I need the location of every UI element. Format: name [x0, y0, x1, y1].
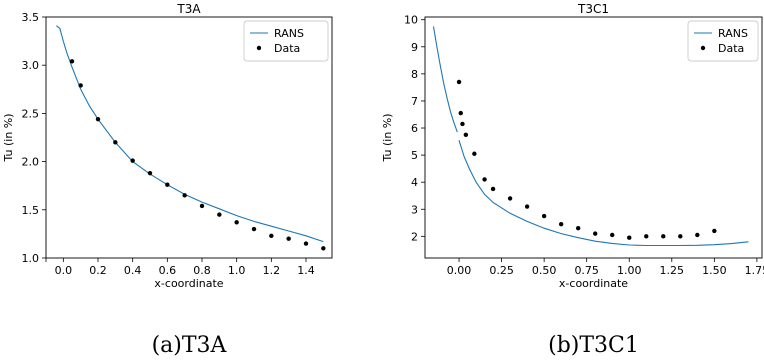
subfigure-caption: (b)T3C1 — [548, 333, 639, 358]
y-tick-label: 2.0 — [22, 156, 40, 169]
legend: RANS Data — [243, 20, 329, 62]
data-point — [113, 140, 118, 145]
legend-box — [243, 20, 329, 62]
data-point — [321, 246, 326, 251]
x-tick-label: 0.8 — [193, 264, 211, 277]
x-tick-label: 1.50 — [702, 264, 727, 277]
chart-panel-t3a: T3A x-coordinate Tu (in %) (a)T3A 0.0 0.2… — [2, 2, 333, 358]
legend-box — [687, 20, 759, 62]
legend-label: RANS — [718, 27, 748, 40]
x-tick-label: 0.50 — [532, 264, 557, 277]
data-point — [456, 79, 462, 85]
y-tick-label: 2 — [411, 230, 418, 243]
x-axis-label: x-coordinate — [154, 277, 223, 290]
chart-panel-t3c1: T3C1 x-coordinate Tu (in %) (b)T3C1 0.00… — [381, 2, 764, 358]
y-tick-label: 4 — [411, 176, 418, 189]
y-tick-label: 6 — [411, 122, 418, 135]
data-point — [524, 204, 530, 209]
x-tick-label: 0.25 — [489, 264, 514, 277]
data-point — [712, 228, 717, 234]
x-tick-label: 0.0 — [55, 264, 73, 277]
legend-label: Data — [718, 42, 744, 55]
data-point — [490, 186, 496, 192]
x-tick-label: 0.00 — [447, 264, 472, 277]
x-tick-label: 0.6 — [159, 264, 177, 277]
subfigure-caption: (a)T3A — [152, 333, 228, 358]
data-point — [78, 83, 83, 88]
x-tick-label: 1.2 — [263, 264, 281, 277]
data-point — [182, 193, 187, 198]
y-tick-label: 5 — [411, 149, 418, 162]
x-tick-label: 1.4 — [297, 264, 315, 277]
plot-frame — [424, 16, 763, 259]
data-point — [199, 203, 205, 209]
data-point — [217, 212, 222, 217]
y-axis-label: Tu (in %) — [381, 113, 394, 162]
plot-frame — [45, 16, 333, 259]
data-point — [558, 221, 564, 227]
data-point — [269, 233, 274, 239]
data-point — [661, 234, 666, 239]
data-point — [593, 231, 598, 236]
rans-line — [458, 140, 749, 247]
data-point — [303, 241, 309, 246]
data-point — [482, 177, 487, 182]
legend-label: Data — [274, 42, 300, 55]
data-point — [95, 116, 101, 122]
x-tick-label: 1.00 — [617, 264, 642, 277]
chart-title: T3A — [176, 2, 201, 16]
data-point — [541, 213, 547, 219]
data-point — [627, 235, 632, 240]
legend-point-swatch — [700, 45, 706, 51]
data-point — [165, 182, 170, 187]
x-tick-label: 0.75 — [574, 264, 599, 277]
y-tick-label: 9 — [411, 41, 418, 54]
x-tick-label: 1.75 — [745, 264, 764, 277]
y-tick-label: 8 — [411, 68, 418, 81]
y-tick-label: 3 — [411, 203, 418, 216]
data-point — [507, 196, 513, 201]
data-point — [610, 232, 615, 238]
y-tick-label: 3.5 — [22, 11, 40, 24]
chart-title: T3C1 — [577, 2, 609, 16]
x-tick-label: 0.2 — [89, 264, 107, 277]
data-point — [458, 110, 463, 116]
y-tick-label: 3.0 — [22, 59, 40, 72]
y-tick-label: 1.5 — [22, 204, 40, 217]
x-tick-label: 1.0 — [228, 264, 246, 277]
y-tick-label: 1.0 — [22, 252, 40, 265]
y-tick-label: 7 — [411, 95, 418, 108]
y-tick-label: 2.5 — [22, 107, 40, 120]
data-point — [472, 151, 477, 156]
data-point — [234, 220, 239, 225]
x-axis-label: x-coordinate — [559, 277, 628, 290]
data-point — [251, 226, 257, 232]
data-point — [575, 226, 581, 231]
data-point — [695, 232, 700, 238]
y-tick-label: 10 — [404, 14, 418, 27]
data-point — [147, 170, 153, 176]
y-axis-label: Tu (in %) — [2, 113, 15, 162]
data-point — [286, 236, 291, 241]
data-point — [460, 121, 465, 127]
rans-line — [432, 26, 458, 133]
x-tick-label: 0.4 — [124, 264, 142, 277]
data-point — [644, 234, 649, 239]
data-point — [678, 234, 683, 239]
data-point — [463, 132, 469, 137]
legend-label: RANS — [274, 27, 304, 40]
legend-point-swatch — [256, 45, 262, 51]
x-tick-label: 1.25 — [660, 264, 685, 277]
legend: RANS Data — [687, 20, 759, 62]
data-point — [69, 59, 75, 64]
data-point — [130, 158, 135, 163]
